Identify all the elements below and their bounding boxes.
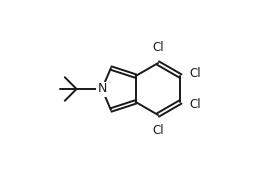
Text: Cl: Cl	[189, 67, 200, 80]
Text: Cl: Cl	[152, 41, 164, 54]
Text: Cl: Cl	[152, 124, 164, 137]
Text: N: N	[97, 82, 107, 96]
Text: Cl: Cl	[189, 98, 200, 111]
